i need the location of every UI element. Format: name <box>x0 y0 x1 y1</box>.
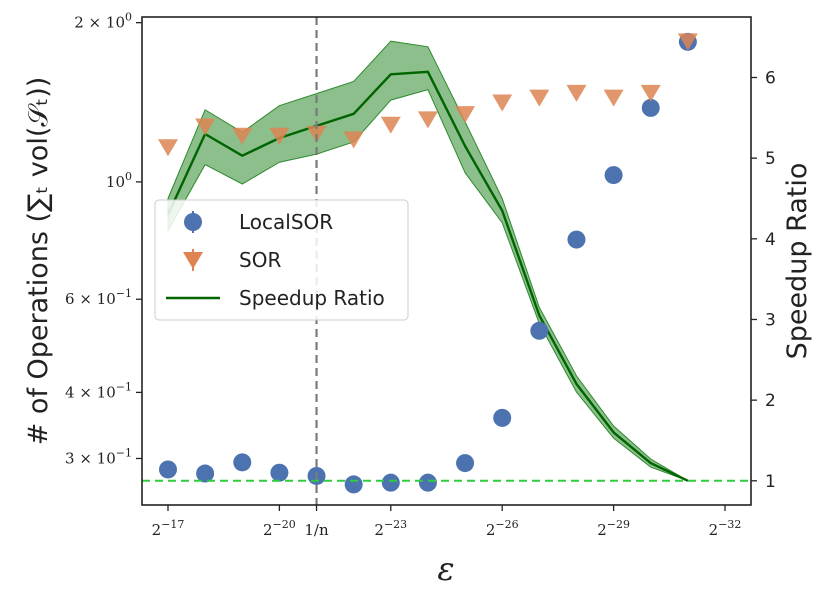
speedup-band <box>167 40 689 482</box>
legend-marker-sor <box>183 252 203 269</box>
y-right-tick-label: 1 <box>765 472 776 492</box>
sor-point <box>455 106 476 124</box>
x-tick-label: 2−20 <box>263 518 296 539</box>
localsor-point <box>233 453 252 472</box>
legend-marker-localsor <box>184 213 202 231</box>
sor-point <box>380 116 401 134</box>
plot-frame <box>141 16 752 506</box>
x-tick-label: 2−17 <box>152 518 185 539</box>
localsor-point <box>270 463 289 482</box>
y-right-tick-label: 4 <box>765 230 776 250</box>
x-axis-label: ε <box>437 550 454 588</box>
y-right-tick-label: 5 <box>765 149 776 169</box>
sor-point <box>343 131 364 149</box>
y-left-tick-label: 100 <box>106 170 132 191</box>
legend-label: Speedup Ratio <box>239 286 385 310</box>
sor-point <box>195 118 216 136</box>
speedup-line <box>166 70 689 482</box>
sor-point <box>232 127 253 145</box>
y-right-tick-label: 3 <box>765 310 776 330</box>
localsor-point <box>641 98 660 117</box>
sor-point <box>417 111 438 129</box>
x-tick-label: 2−26 <box>486 518 519 539</box>
localsor-point <box>381 473 400 492</box>
localsor-point <box>196 464 215 483</box>
x-tick-label: 2−23 <box>374 518 407 539</box>
y-axis-label-left: # of Operations (∑ₜ vol(𝒮ₜ)) <box>23 77 54 446</box>
y-left-tick-label: 4 × 10−1 <box>65 380 132 401</box>
y-left-tick-label: 3 × 10−1 <box>65 446 132 467</box>
localsor-point <box>530 321 549 340</box>
sor-point <box>157 139 178 157</box>
localsor-point <box>604 166 623 185</box>
sor-point <box>492 94 513 112</box>
localsor-point <box>567 230 586 249</box>
localsor-point <box>344 475 363 494</box>
y-left-tick-label: 6 × 10−1 <box>65 287 132 308</box>
legend-box <box>154 199 409 321</box>
x-tick-label: 1/n <box>304 521 329 539</box>
sor-point <box>640 84 661 102</box>
x-tick-label: 2−32 <box>709 518 742 539</box>
localsor-point <box>418 473 437 492</box>
y-right-tick-label: 2 <box>765 391 776 411</box>
x-tick-label: 2−29 <box>597 518 630 539</box>
sor-point <box>529 89 550 107</box>
legend-label: LocalSOR <box>239 210 333 234</box>
sor-point <box>566 84 587 102</box>
y-axis-label-right: Speedup Ratio <box>782 163 813 360</box>
localsor-point <box>456 454 475 473</box>
legend-label: SOR <box>239 248 281 272</box>
sor-point <box>603 89 624 107</box>
localsor-point <box>493 408 512 427</box>
sor-point <box>677 33 698 51</box>
localsor-point <box>158 460 177 479</box>
y-right-tick-label: 6 <box>765 68 776 88</box>
sor-point <box>269 127 290 145</box>
y-left-tick-label: 2 × 100 <box>74 11 132 32</box>
